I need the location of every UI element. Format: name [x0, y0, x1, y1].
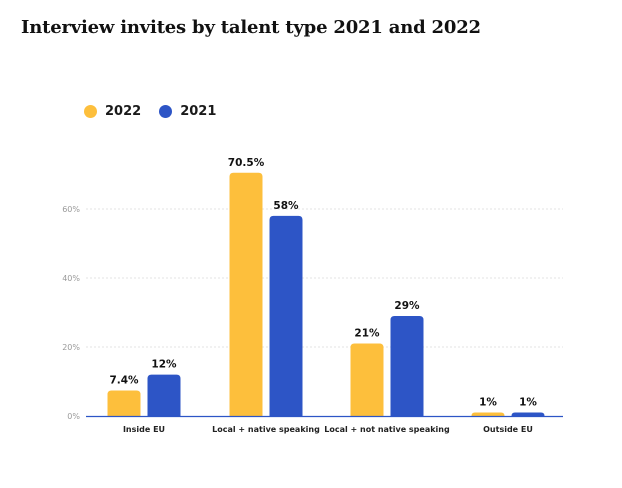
legend-item-2022: 2022	[84, 104, 141, 119]
data-label-2022-1: 70.5%	[228, 157, 265, 169]
bar-2022-2	[350, 343, 384, 416]
data-label-2022-2: 21%	[354, 328, 380, 340]
x-category-label: Outside EU	[483, 425, 533, 434]
bar-2021-0	[147, 374, 181, 416]
legend-label-2021: 2021	[180, 104, 217, 119]
data-label-2021-0: 12%	[151, 359, 177, 371]
x-category-label: Local + native speaking	[212, 425, 320, 434]
bar-2022-0	[107, 390, 141, 416]
legend: 2022 2021	[84, 104, 234, 119]
data-label-2021-2: 29%	[394, 300, 420, 312]
legend-swatch-2021	[159, 105, 173, 118]
y-tick-label: 20%	[62, 343, 80, 352]
bar-2022-3	[471, 412, 505, 416]
bar-2021-3	[511, 412, 545, 416]
bar-2022-1	[229, 172, 263, 416]
y-tick-label: 0%	[67, 412, 80, 421]
chart-title: Interview invites by talent type 2021 an…	[21, 17, 481, 38]
y-tick-label: 60%	[62, 205, 80, 214]
data-label-2021-3: 1%	[519, 397, 537, 409]
legend-label-2022: 2022	[105, 104, 142, 119]
x-category-label: Local + not native speaking	[324, 425, 450, 434]
x-category-label: Inside EU	[123, 425, 165, 434]
legend-item-2021: 2021	[159, 104, 216, 119]
bar-2021-1	[269, 215, 303, 416]
data-label-2022-3: 1%	[479, 397, 497, 409]
bar-2021-2	[390, 315, 424, 416]
y-tick-label: 40%	[62, 274, 80, 283]
legend-swatch-2022	[84, 105, 97, 118]
data-label-2021-1: 58%	[273, 200, 299, 212]
data-label-2022-0: 7.4%	[109, 374, 139, 386]
